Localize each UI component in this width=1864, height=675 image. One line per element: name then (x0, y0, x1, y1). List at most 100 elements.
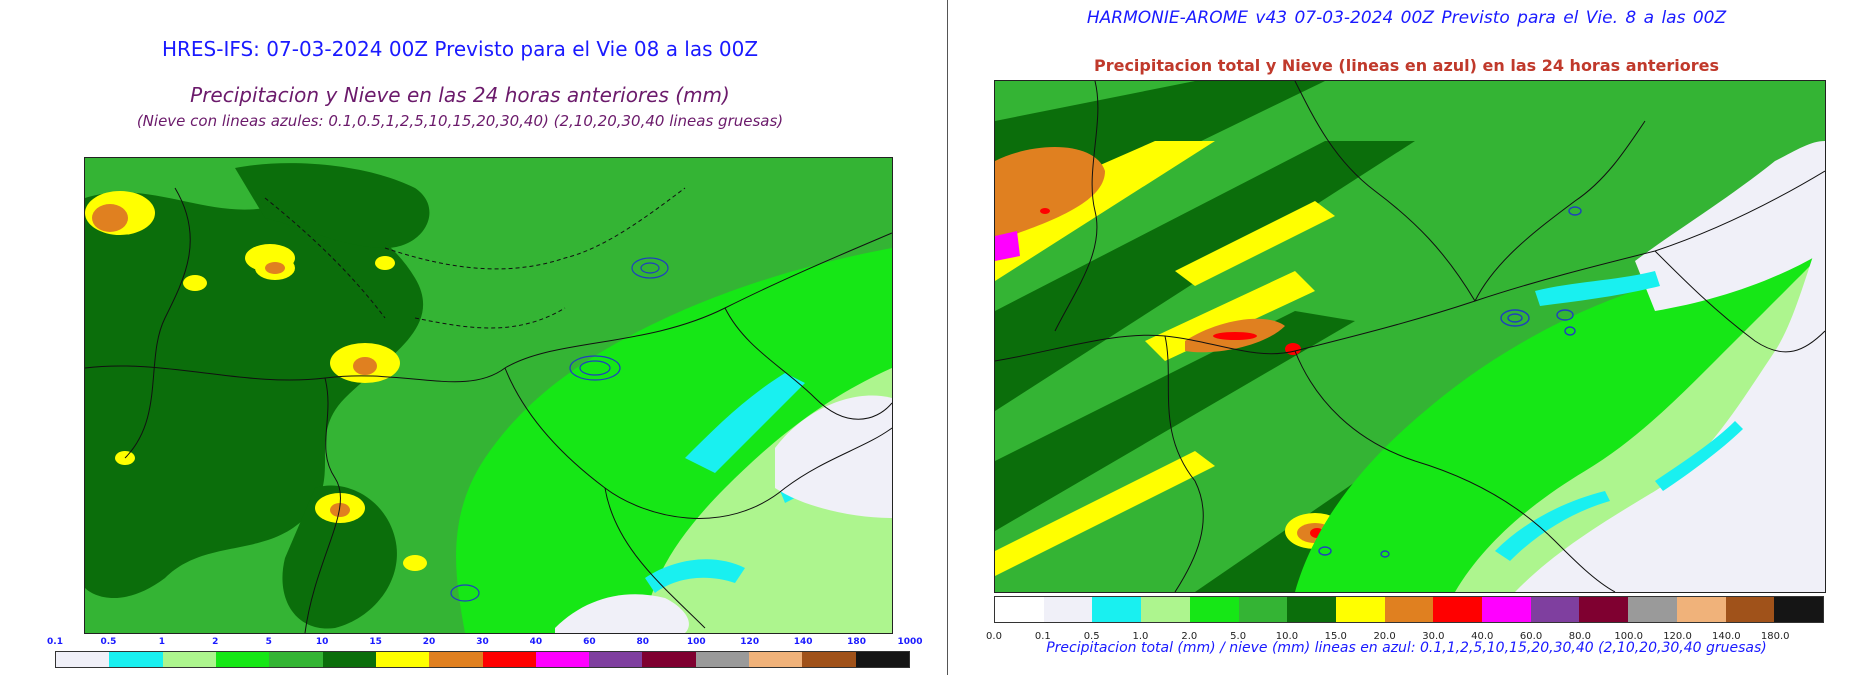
hres-ifs-colorbar-tick-label: 15 (369, 637, 382, 647)
map-cyan-band (685, 373, 805, 473)
harmonie-arome-colorbar-tick-label: 0.1 (1034, 631, 1051, 642)
map-yellow-south-2 (403, 555, 427, 571)
harmonie-arome-colorbar-tick-label: 100.0 (1614, 631, 1644, 642)
map-red-small (1040, 208, 1050, 214)
harmonie-arome-subtitle: Precipitacion total y Nieve (lineas en a… (1093, 56, 1720, 75)
hres-ifs-colorbar-tick-label: 120 (740, 637, 760, 647)
harmonie-arome-colorbar-swatch (1043, 597, 1093, 622)
harmonie-arome-colorbar-tick-label: 1.0 (1132, 631, 1149, 642)
map-dark-green-west (85, 192, 424, 598)
harmonie-arome-colorbar-swatch (1530, 597, 1580, 622)
hres-ifs-colorbar-tick-label: 0.1 (47, 637, 63, 647)
hres-ifs-colorbar-tick-label: 80 (636, 637, 650, 647)
map-cyan-band-3 (1655, 421, 1743, 491)
hres-ifs-colorbar-swatch (535, 652, 590, 667)
hres-ifs-colorbar-swatch (482, 652, 536, 667)
hres-ifs-colorbar-swatch (269, 652, 323, 667)
harmonie-arome-colorbar-swatch (1092, 597, 1142, 622)
hres-ifs-colorbar-swatch (375, 652, 430, 667)
harmonie-arome-colorbar-tick-label: 60.0 (1519, 631, 1543, 642)
map-cyan-band-1 (1495, 491, 1610, 561)
harmonie-arome-colorbar-swatch (1287, 597, 1336, 622)
hres-ifs-subtitle: Precipitacion y Nieve en las 24 horas an… (190, 83, 730, 107)
harmonie-arome-colorbar-swatch (1482, 597, 1531, 622)
map-yellow-small-2 (183, 275, 207, 291)
harmonie-arome-colorbar-tick-label: 30.0 (1422, 631, 1445, 642)
map-borders (995, 81, 1825, 592)
map-pale-east (775, 395, 892, 518)
hres-ifs-colorbar-swatch (56, 652, 110, 667)
hres-ifs-colorbar-tick-label: 2 (212, 637, 219, 647)
hres-ifs-panel: HRES-IFS: 07-03-2024 00Z Previsto para e… (47, 0, 948, 675)
map-red-center (1213, 332, 1257, 340)
map-cyan-south (645, 559, 745, 593)
hres-ifs-colorbar-swatch (162, 652, 216, 667)
harmonie-arome-colorbar-tick-label: 10.0 (1275, 631, 1299, 642)
harmonie-arome-title: HARMONIE-AROME v43 07-03-2024 00Z Previs… (1086, 8, 1727, 28)
map-borders (85, 187, 892, 633)
hres-ifs-colorbar-tick-label: 40 (529, 637, 543, 647)
harmonie-arome-panel: HARMONIE-AROME v43 07-03-2024 00Z Previs… (949, 0, 1864, 675)
harmonie-arome-colorbar-tick-label: 80.0 (1568, 631, 1592, 642)
map-red-mid (1285, 343, 1301, 355)
map-province-borders (264, 187, 686, 329)
map-orange-nw (92, 204, 128, 232)
hres-ifs-title: HRES-IFS: 07-03-2024 00Z Previsto para e… (161, 37, 759, 61)
hres-ifs-colorbar-tick-label: 1 (158, 637, 166, 647)
hres-ifs-colorbar-tick-label: 5 (265, 637, 272, 647)
hres-ifs-colorbar-swatch (589, 652, 643, 667)
hres-ifs-snow-note: (Nieve con lineas azules: 0.1,0.5,1,2,5,… (136, 112, 784, 130)
hres-ifs-colorbar (55, 651, 910, 668)
hres-ifs-colorbar-tick-label: 0.5 (100, 637, 117, 647)
hres-ifs-colorbar-tick-label: 100 (686, 637, 706, 647)
harmonie-arome-colorbar-swatch (1189, 597, 1239, 622)
map-yellow-band-4 (1175, 201, 1335, 286)
harmonie-arome-colorbar-tick-label: 0.5 (1083, 631, 1100, 642)
harmonie-arome-colorbar-swatch (1141, 597, 1190, 622)
hres-ifs-colorbar-swatch (695, 652, 750, 667)
hres-ifs-colorbar-tick-label: 30 (476, 637, 489, 647)
harmonie-arome-colorbar-swatch (1335, 597, 1385, 622)
hres-ifs-colorbar-swatch (749, 652, 803, 667)
map-snow-contours (1318, 206, 1582, 558)
harmonie-arome-colorbar-tick-label: 2.0 (1181, 631, 1198, 642)
map-dark-green-band-3 (995, 311, 1355, 531)
harmonie-arome-colorbar-swatch (1774, 597, 1823, 622)
hres-ifs-colorbar-tick-label: 20 (422, 637, 436, 647)
harmonie-arome-colorbar-swatch (1238, 597, 1288, 622)
hres-ifs-colorbar-swatch (109, 652, 163, 667)
hres-ifs-colorbar-tick-label: 10 (315, 637, 329, 647)
harmonie-arome-colorbar (994, 596, 1824, 623)
map-orange-south (330, 503, 350, 517)
map-yellow-band-2 (1145, 271, 1315, 361)
hres-ifs-colorbar-tick-label: 140 (793, 637, 813, 647)
harmonie-arome-colorbar-swatch (1628, 597, 1677, 622)
hres-ifs-colorbar-swatch (215, 652, 270, 667)
harmonie-arome-colorbar-swatch (1725, 597, 1775, 622)
harmonie-arome-colorbar-tick-label: 120.0 (1663, 631, 1692, 642)
harmonie-arome-colorbar-swatch (1676, 597, 1726, 622)
map-yellow-band-1 (995, 141, 1215, 281)
harmonie-arome-legend-note: Precipitacion total (mm) / nieve (mm) li… (1046, 640, 1767, 656)
harmonie-arome-colorbar-swatch (1433, 597, 1483, 622)
harmonie-arome-colorbar-tick-label: 0.0 (986, 631, 1002, 642)
map-yellow-small-1 (375, 256, 395, 270)
hres-ifs-colorbar-tick-label: 1000 (897, 637, 923, 647)
hres-ifs-colorbar-swatch (322, 652, 376, 667)
hres-ifs-colorbar-swatch (429, 652, 483, 667)
hres-ifs-colorbar-swatch (855, 652, 909, 667)
harmonie-arome-colorbar-tick-label: 40.0 (1471, 631, 1494, 642)
harmonie-arome-colorbar-swatch (1579, 597, 1629, 622)
map-orange-nw (995, 147, 1105, 241)
harmonie-arome-colorbar-swatch (995, 597, 1044, 622)
map-pale-ne (1635, 141, 1825, 311)
hres-ifs-colorbar-tick-label: 60 (583, 637, 596, 647)
map-pale-east (1515, 221, 1825, 592)
map-orange-center (265, 262, 285, 274)
harmonie-arome-precip-map (994, 80, 1826, 593)
harmonie-arome-colorbar-tick-label: 15.0 (1324, 631, 1347, 642)
map-magenta-west (995, 231, 1020, 261)
map-yellow-band-3 (995, 451, 1215, 576)
map-dark-green-south (282, 485, 397, 629)
hres-ifs-colorbar-swatch (642, 652, 696, 667)
